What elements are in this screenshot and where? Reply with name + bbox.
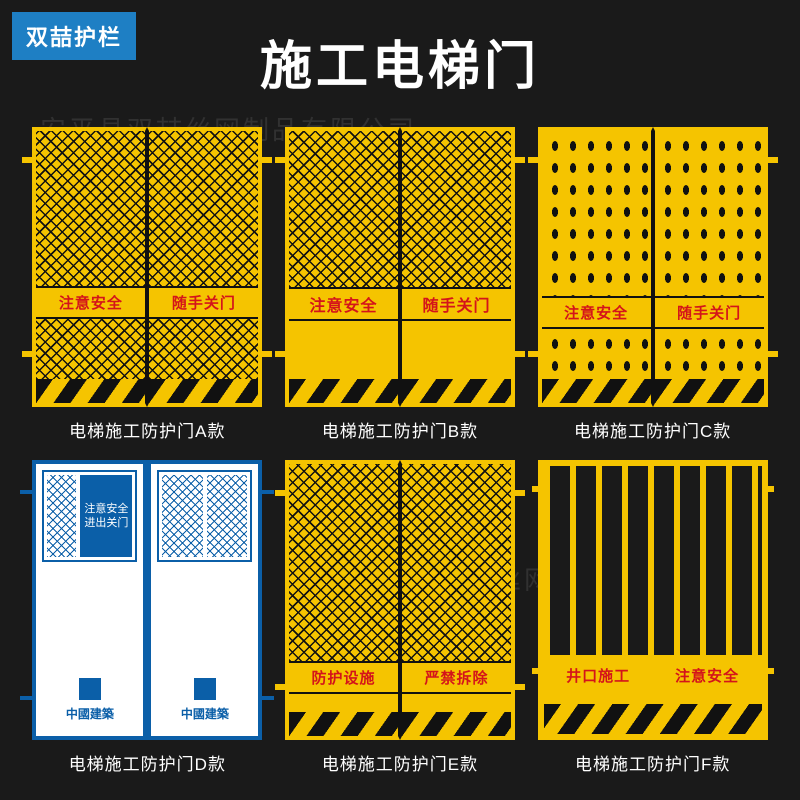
label-noremove: 严禁拆除 [402,661,511,694]
caption-c: 电梯施工防护门C款 [574,417,731,442]
brand-tag: 双喆护栏 [12,12,136,60]
product-a: 注意安全 随手关门 电梯施工防护门A款 [32,127,263,442]
label-opening: 井口施工 [544,661,653,690]
label-protect: 防护设施 [289,661,398,694]
label-close: 随手关门 [402,287,511,321]
product-d: 注意安全 进出关门 中國建築 中國建築 电梯施工防护门D款 [32,460,263,775]
logo: 中國建築 [157,678,252,722]
label-safety: 注意安全 [653,661,762,690]
product-b: 注意安全 随手关门 电梯施工防护门B款 [285,127,516,442]
label-safety: 注意安全 [36,286,145,319]
blue-sign: 注意安全 进出关门 [80,475,132,557]
product-grid: 注意安全 随手关门 电梯施工防护门A款 注意安全 [0,99,800,795]
product-e: 防护设施 严禁拆除 电梯施工防护门E款 [285,460,516,775]
product-c: 注意安全 随手关门 电梯施工防护门C款 [537,127,768,442]
label-close: 随手关门 [149,286,258,319]
caption-b: 电梯施工防护门B款 [322,417,478,442]
door-d: 注意安全 进出关门 中國建築 中國建築 [32,460,262,740]
label-safety: 注意安全 [289,287,398,321]
caption-a: 电梯施工防护门A款 [69,417,225,442]
product-f: 井口施工 注意安全 电梯施工防护门F款 [537,460,768,775]
caption-d: 电梯施工防护门D款 [69,750,226,775]
door-b: 注意安全 随手关门 [285,127,515,407]
caption-e: 电梯施工防护门E款 [322,750,478,775]
door-f: 井口施工 注意安全 [538,460,768,740]
door-a: 注意安全 随手关门 [32,127,262,407]
label-safety: 注意安全 [542,296,651,329]
logo: 中國建築 [42,678,137,722]
label-close: 随手关门 [655,296,764,329]
caption-f: 电梯施工防护门F款 [575,750,730,775]
door-e: 防护设施 严禁拆除 [285,460,515,740]
door-c: 注意安全 随手关门 [538,127,768,407]
